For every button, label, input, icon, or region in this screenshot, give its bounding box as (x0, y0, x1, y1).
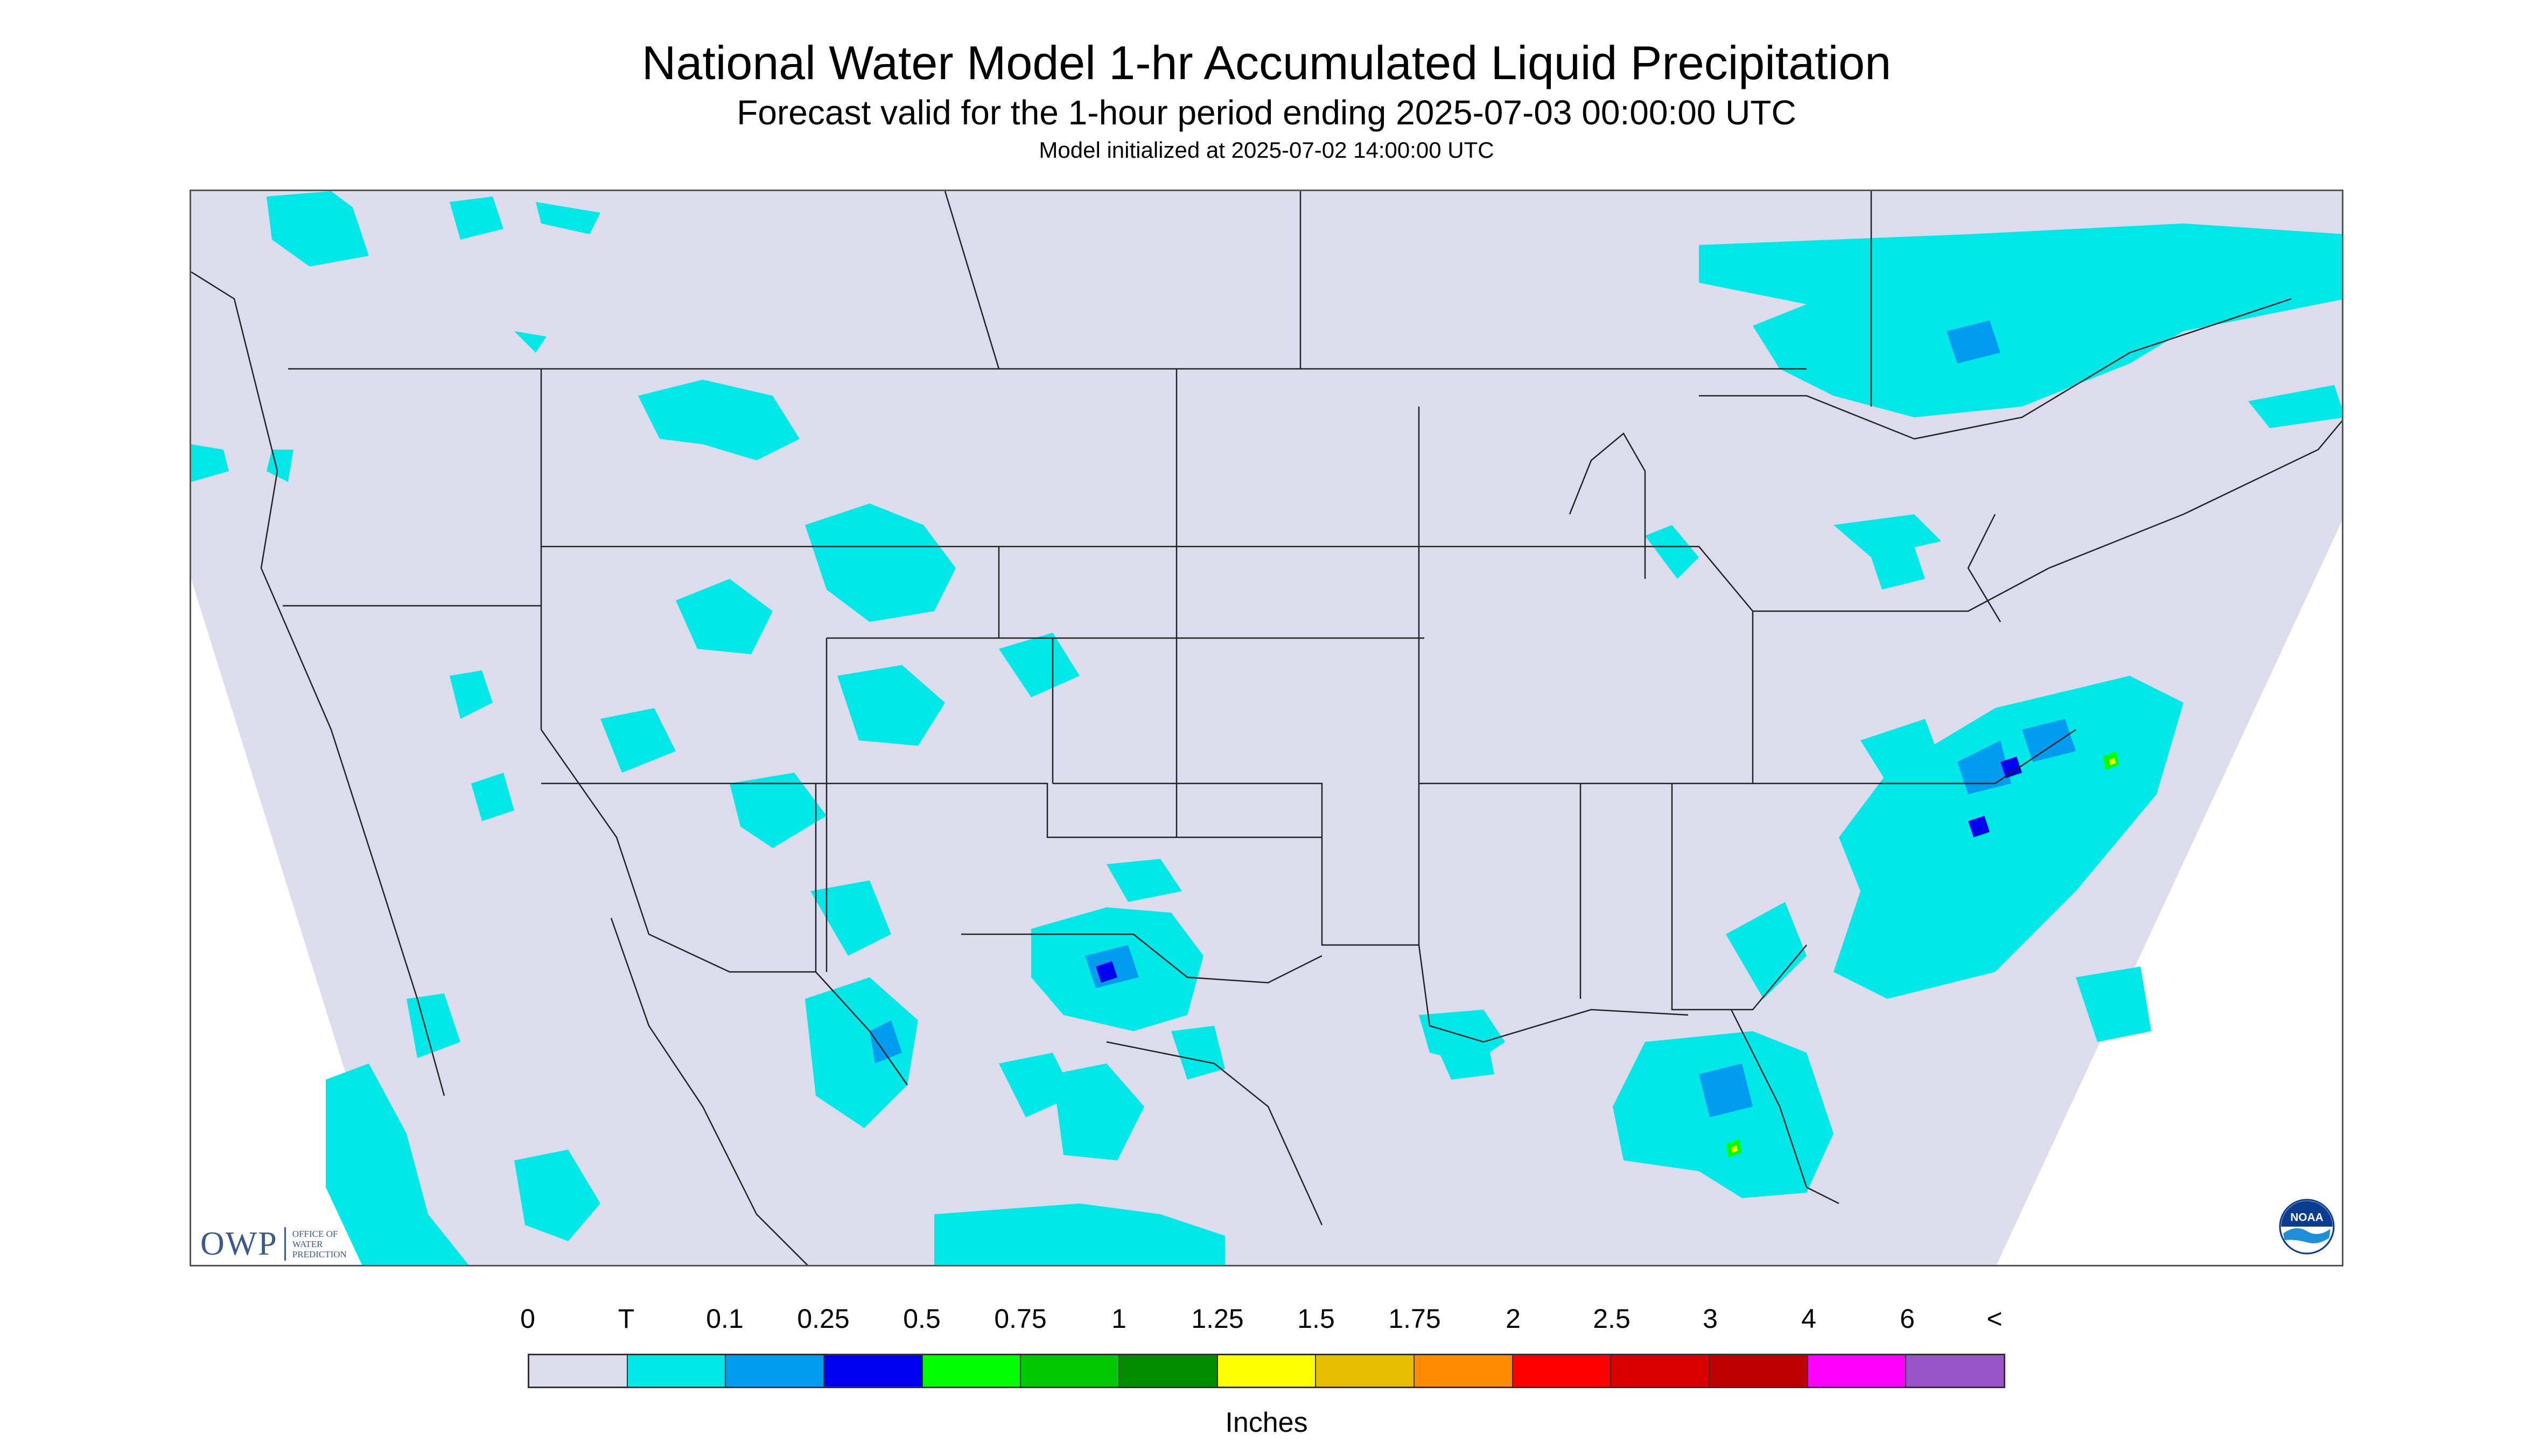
legend-swatch (1808, 1355, 1907, 1387)
legend-label: 0.75 (994, 1304, 1047, 1334)
owp-logo-line: WATER (292, 1238, 323, 1249)
state-boundaries (191, 191, 2342, 1265)
owp-logo-line: PREDICTION (292, 1249, 347, 1259)
legend-swatch (1021, 1355, 1120, 1387)
legend-label: 0.5 (903, 1304, 941, 1334)
model-init-time: Model initialized at 2025-07-02 14:00:00… (1039, 137, 1494, 163)
owp-logo-mark: OWP (200, 1225, 278, 1262)
legend-swatch (1710, 1355, 1808, 1387)
legend-swatch (1217, 1355, 1317, 1387)
owp-logo-divider (284, 1227, 286, 1261)
legend-label: 3 (1703, 1304, 1718, 1334)
moderate-precip-cells (1096, 757, 2022, 983)
owp-logo-line: OFFICE OF (292, 1228, 338, 1239)
legend-swatch (726, 1355, 825, 1387)
legend-swatch (1415, 1355, 1513, 1387)
very-heavy-precip-cells (1731, 758, 2116, 1153)
legend-swatch (1316, 1355, 1415, 1387)
legend-swatch (922, 1355, 1021, 1387)
legend-label: 1.25 (1191, 1304, 1244, 1334)
legend-swatch (1906, 1355, 2004, 1387)
trace-precip-rockies (450, 380, 1080, 956)
legend-label: T (618, 1304, 635, 1334)
trace-precip-southwest-mexico (326, 977, 1225, 1265)
legend-label: 1.5 (1297, 1304, 1335, 1334)
map-subtitle: Forecast valid for the 1-hour period end… (737, 93, 1796, 132)
legend-label: < (1986, 1304, 2003, 1334)
legend-color-bar (528, 1354, 2005, 1388)
legend-swatch (1119, 1355, 1218, 1387)
legend-swatch (824, 1355, 923, 1387)
legend-swatch (529, 1355, 628, 1387)
precip-mid-atlantic (1860, 547, 1941, 783)
precipitation-layer (191, 191, 2342, 1265)
precipitation-legend: 0 T 0.1 0.25 0.5 0.75 1 1.25 1.5 1.75 2 … (520, 1303, 2005, 1389)
owp-logo: OWP OFFICE OF WATER PREDICTION (200, 1222, 357, 1265)
legend-label: 0.1 (706, 1304, 744, 1334)
model-domain (191, 191, 2342, 1265)
precip-florida (1419, 1010, 1834, 1198)
legend-label: 6 (1900, 1304, 1915, 1334)
legend-units: Inches (1225, 1407, 1308, 1438)
legend-label: 1 (1111, 1304, 1126, 1334)
legend-label: 2.5 (1593, 1304, 1631, 1334)
map-title: National Water Model 1-hr Accumulated Li… (641, 36, 1892, 89)
noaa-logo-text: NOAA (2290, 1212, 2323, 1224)
owp-logo-subtitle: OFFICE OF WATER PREDICTION (292, 1229, 357, 1259)
legend-label: 0.25 (797, 1304, 850, 1334)
legend-label: 1.75 (1388, 1304, 1441, 1334)
legend-swatch (627, 1355, 726, 1387)
trace-precip-eastern-canada (1645, 223, 2342, 579)
legend-label: 2 (1506, 1304, 1521, 1334)
legend-swatch (1513, 1355, 1612, 1387)
trace-precip-western-canada (191, 191, 600, 482)
legend-label: 0 (520, 1304, 535, 1334)
legend-swatch (1611, 1355, 1710, 1387)
map-canvas (191, 191, 2342, 1265)
noaa-logo-icon: NOAA (2279, 1199, 2335, 1255)
legend-label: 4 (1801, 1304, 1816, 1334)
precipitation-map (190, 190, 2343, 1266)
